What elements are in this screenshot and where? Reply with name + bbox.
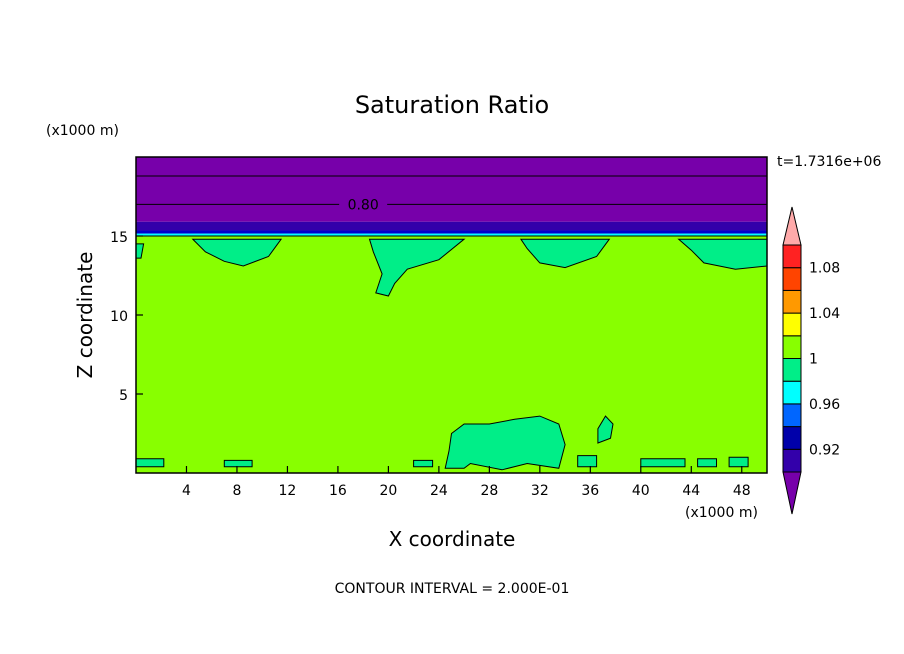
y-tick-label-2: 15 xyxy=(110,230,128,246)
contour-patch-8 xyxy=(223,459,253,468)
time-label: t=1.7316e+06 xyxy=(777,154,881,170)
x-tick-label-1: 8 xyxy=(232,483,241,499)
contour-patch-12 xyxy=(697,458,717,468)
x-tick-label-6: 28 xyxy=(480,483,498,499)
colorbar-label-3: 0.96 xyxy=(809,397,840,413)
chart-title: Saturation Ratio xyxy=(355,91,549,119)
contour-patch-6 xyxy=(597,415,614,444)
contour-interval-note: CONTOUR INTERVAL = 2.000E-01 xyxy=(335,581,570,597)
colorbar-segment-6 xyxy=(782,312,802,337)
x-tick-label-8: 36 xyxy=(581,483,599,499)
contour-patch-9 xyxy=(413,459,434,468)
colorbar-segment-8 xyxy=(782,267,802,291)
x-tick-label-5: 24 xyxy=(430,483,448,499)
x-tick-label-10: 44 xyxy=(682,483,700,499)
contour-patch-11 xyxy=(640,458,686,468)
colorbar-segment-3 xyxy=(782,380,802,405)
colorbar-high-triangle xyxy=(782,206,802,246)
plot-area: 0.80 xyxy=(135,156,768,474)
x-tick-label-9: 40 xyxy=(632,483,650,499)
colorbar-low-triangle xyxy=(782,471,802,515)
x-tick-label-0: 4 xyxy=(182,483,191,499)
x-axis-ticks: 4 8 12 16 20 24 28 32 36 40 44 48 xyxy=(182,466,751,499)
colorbar-segment-4 xyxy=(782,358,802,382)
colorbar-segment-5 xyxy=(782,335,802,359)
contour-patch-5 xyxy=(444,415,566,471)
y-axis-ticks: 5 10 15 xyxy=(110,230,143,404)
contour-layer-3 xyxy=(136,233,767,236)
colorbar-label-2: 1 xyxy=(809,352,818,368)
x-tick-label-7: 32 xyxy=(531,483,549,499)
colorbar-segment-2 xyxy=(782,403,802,428)
contour-patch-13 xyxy=(728,456,749,468)
x-tick-label-2: 12 xyxy=(279,483,297,499)
contour-layer-0 xyxy=(136,157,767,222)
y-axis-unit: (x1000 m) xyxy=(46,123,119,139)
colorbar-label-4: 0.92 xyxy=(809,442,840,458)
colorbar: 1.08 1.04 1 0.96 0.92 xyxy=(782,206,840,515)
contour-layer-2 xyxy=(136,230,767,234)
y-tick-label-1: 10 xyxy=(110,309,128,325)
colorbar-segment-9 xyxy=(782,244,802,269)
contour-layer-1 xyxy=(136,221,767,231)
colorbar-label-0: 1.08 xyxy=(809,261,840,277)
x-axis-unit: (x1000 m) xyxy=(685,505,758,521)
colorbar-label-1: 1.04 xyxy=(809,306,840,322)
contour-patch-2 xyxy=(519,238,611,269)
x-tick-label-4: 20 xyxy=(379,483,397,499)
contour-patch-7 xyxy=(135,458,165,468)
contour-patch-1 xyxy=(368,238,466,297)
y-axis-label: Z coordinate xyxy=(73,252,97,379)
x-tick-label-11: 48 xyxy=(733,483,751,499)
colorbar-segment-0 xyxy=(782,448,802,473)
contour-patch-10 xyxy=(577,455,598,468)
x-tick-label-3: 16 xyxy=(329,483,347,499)
colorbar-segment-1 xyxy=(782,426,802,450)
y-tick-label-0: 5 xyxy=(119,388,128,404)
contour-label-0: 0.80 xyxy=(348,197,379,213)
x-axis-label: X coordinate xyxy=(389,527,516,551)
contour-patch-0 xyxy=(191,238,283,267)
colorbar-segment-7 xyxy=(782,289,802,314)
